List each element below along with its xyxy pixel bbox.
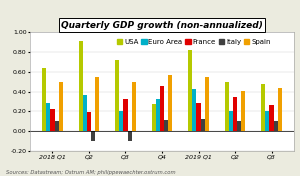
- Bar: [79, 41, 83, 131]
- Bar: [229, 111, 233, 131]
- Bar: [192, 89, 197, 131]
- Legend: USA, Euro Area, France, Italy, Spain: USA, Euro Area, France, Italy, Spain: [114, 36, 273, 48]
- Bar: [152, 105, 156, 131]
- Bar: [123, 99, 128, 131]
- Bar: [119, 111, 123, 131]
- Bar: [224, 81, 229, 131]
- Bar: [261, 84, 265, 131]
- Bar: [128, 131, 132, 141]
- Bar: [50, 109, 55, 131]
- Bar: [91, 131, 95, 141]
- Bar: [156, 99, 160, 131]
- Bar: [168, 75, 172, 131]
- Bar: [196, 103, 201, 131]
- Bar: [46, 103, 50, 131]
- Bar: [233, 96, 237, 131]
- Bar: [59, 81, 63, 131]
- Bar: [87, 112, 91, 131]
- Bar: [278, 87, 282, 131]
- Bar: [160, 86, 164, 131]
- Bar: [269, 105, 274, 131]
- Bar: [132, 81, 136, 131]
- Bar: [164, 120, 168, 131]
- Bar: [83, 95, 87, 131]
- Bar: [274, 121, 278, 131]
- Title: Quarterly GDP growth (non-annualized): Quarterly GDP growth (non-annualized): [61, 21, 263, 30]
- Bar: [205, 77, 209, 131]
- Bar: [115, 60, 119, 131]
- Bar: [55, 121, 59, 131]
- Bar: [201, 120, 205, 131]
- Bar: [95, 77, 100, 131]
- Bar: [188, 50, 192, 131]
- Bar: [241, 90, 245, 131]
- Bar: [265, 111, 269, 131]
- Text: Sources: Datastream; Ostrum AM; philippewaechter.ostrum.com: Sources: Datastream; Ostrum AM; philippe…: [6, 170, 175, 175]
- Bar: [237, 121, 241, 131]
- Bar: [42, 68, 46, 131]
